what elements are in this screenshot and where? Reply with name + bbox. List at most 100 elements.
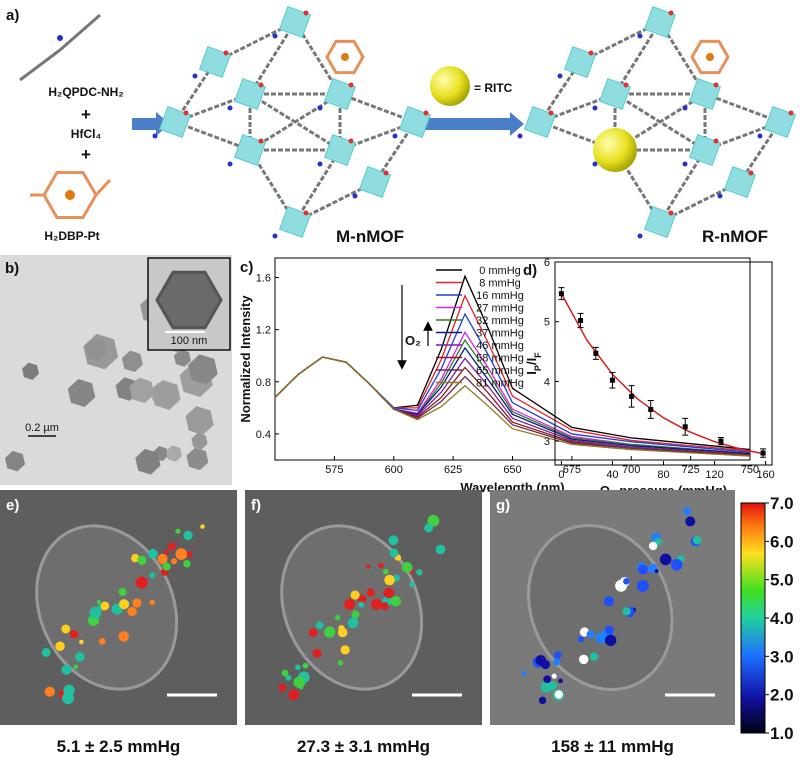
x-tick-label: 80 bbox=[657, 469, 669, 481]
nitrogen bbox=[392, 133, 398, 139]
oxygen bbox=[348, 82, 354, 88]
caption: 27.3 ± 3.1 mmHg bbox=[297, 737, 430, 756]
nanoparticle bbox=[85, 338, 107, 361]
linker bbox=[658, 149, 707, 223]
panel-label: b) bbox=[5, 260, 19, 277]
signal-spot bbox=[98, 637, 106, 645]
nitrogen bbox=[272, 33, 278, 39]
nitrogen bbox=[592, 161, 598, 167]
legend-label: 58 mmHg bbox=[476, 353, 524, 365]
signal-spot bbox=[577, 636, 584, 643]
signal-spot bbox=[558, 678, 563, 684]
colorbar bbox=[740, 502, 766, 734]
oxygen bbox=[713, 82, 719, 88]
caption: 158 ± 11 mmHg bbox=[551, 737, 674, 756]
hf-cluster bbox=[278, 205, 312, 239]
arrow bbox=[420, 112, 524, 136]
legend-text: = RITC bbox=[474, 81, 513, 95]
hf-cluster bbox=[323, 133, 357, 167]
nitrogen bbox=[717, 193, 723, 199]
signal-spot bbox=[604, 625, 614, 635]
signal-spot bbox=[75, 652, 85, 662]
signal-spot bbox=[315, 621, 324, 630]
nitrogen bbox=[317, 161, 323, 167]
nitrogen bbox=[637, 233, 643, 239]
bond bbox=[19, 48, 61, 82]
signal-spot bbox=[69, 630, 79, 639]
nanoparticle bbox=[5, 450, 26, 472]
signal-spot bbox=[366, 564, 371, 569]
label-part: I bbox=[524, 371, 539, 375]
signal-spot bbox=[335, 615, 341, 621]
oxygen bbox=[713, 138, 719, 144]
oxygen bbox=[383, 170, 389, 176]
signal-spot bbox=[278, 683, 287, 692]
signal-spot bbox=[378, 562, 384, 569]
nitrogen bbox=[592, 105, 598, 111]
legend-label: 16 mmHg bbox=[476, 290, 524, 302]
signal-spot bbox=[382, 568, 389, 575]
nanoparticle bbox=[165, 445, 182, 462]
compound-label: H₂QPDC-NH₂ bbox=[48, 85, 123, 99]
x-tick-label: 700 bbox=[622, 464, 640, 476]
panel-label: g) bbox=[496, 497, 510, 514]
signal-spot bbox=[119, 599, 130, 610]
oxygen bbox=[183, 110, 189, 116]
signal-spot bbox=[552, 658, 561, 666]
signal-spot bbox=[424, 523, 433, 533]
signal-spot bbox=[285, 674, 292, 681]
signal-spot bbox=[118, 587, 127, 596]
signal-spot bbox=[137, 555, 147, 565]
signal-spot bbox=[358, 601, 365, 608]
signal-spot bbox=[170, 558, 178, 565]
signal-spot bbox=[302, 662, 309, 669]
signal-spot bbox=[149, 599, 156, 606]
signal-spot bbox=[100, 601, 110, 611]
signal-spot bbox=[543, 675, 552, 684]
signal-spot bbox=[427, 514, 440, 527]
pt-atom bbox=[65, 190, 75, 200]
y-tick-label: 5 bbox=[544, 317, 550, 329]
signal-spot bbox=[548, 681, 558, 691]
y-axis-label: Normalized Intensity bbox=[238, 295, 253, 423]
signal-spot bbox=[383, 587, 395, 599]
signal-spot bbox=[157, 553, 168, 564]
signal-spot bbox=[622, 607, 631, 616]
legend-label: 0 mmHg bbox=[479, 265, 521, 277]
signal-spot bbox=[401, 562, 413, 573]
nitrogen bbox=[152, 133, 158, 139]
nitrogen bbox=[352, 193, 358, 199]
signal-spot bbox=[586, 630, 595, 639]
hf-cluster bbox=[198, 45, 232, 79]
linker bbox=[293, 149, 342, 223]
nanoparticle bbox=[67, 379, 96, 408]
atom bbox=[57, 35, 63, 41]
oxygen bbox=[258, 82, 264, 88]
hf-cluster bbox=[323, 77, 357, 111]
mof-label: M-nMOF bbox=[336, 227, 404, 246]
hf-cluster bbox=[763, 105, 797, 139]
signal-spot bbox=[338, 625, 345, 632]
panel-label: f) bbox=[251, 497, 261, 514]
signal-spot bbox=[44, 686, 55, 697]
signal-spot bbox=[89, 606, 102, 619]
legend-label: 8 mmHg bbox=[479, 278, 521, 290]
signal-spot bbox=[390, 595, 401, 607]
plus: + bbox=[81, 145, 91, 164]
nanoparticle bbox=[135, 448, 161, 475]
x-tick-label: 675 bbox=[563, 464, 581, 476]
hf-cluster bbox=[643, 5, 677, 39]
legend-label: 37 mmHg bbox=[476, 328, 524, 340]
signal-spot bbox=[389, 548, 399, 558]
oxygen bbox=[668, 210, 674, 216]
nanoparticle bbox=[151, 380, 181, 410]
annotation: O₂ bbox=[405, 333, 421, 348]
subscript: P bbox=[533, 365, 543, 371]
signal-spot bbox=[538, 696, 547, 705]
plot-frame bbox=[554, 261, 773, 466]
linker bbox=[613, 21, 662, 95]
microscopy-image bbox=[490, 490, 735, 725]
signal-spot bbox=[521, 670, 527, 676]
signal-spot bbox=[604, 634, 617, 647]
